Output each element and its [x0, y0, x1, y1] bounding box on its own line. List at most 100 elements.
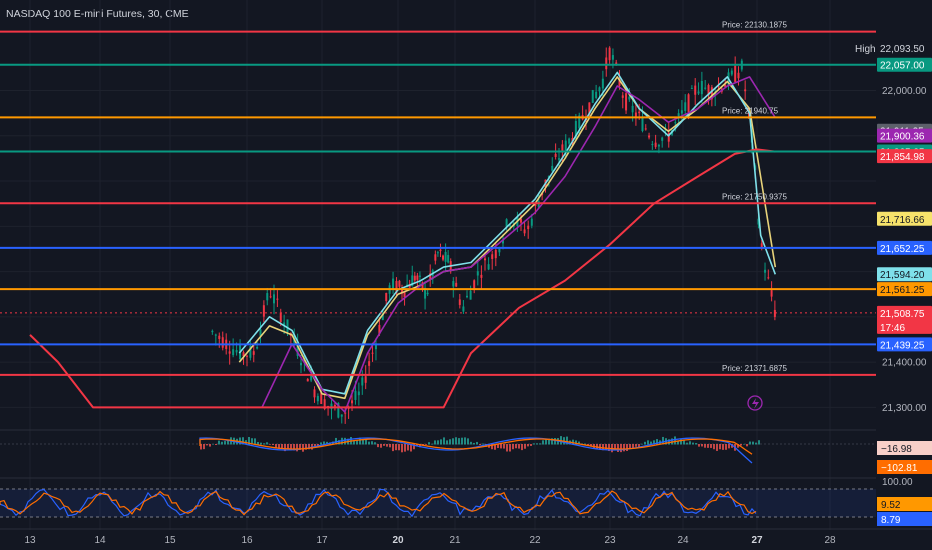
price-axis-badge [877, 57, 932, 72]
macd-histogram-bar [200, 444, 202, 450]
macd-histogram-bar [509, 444, 511, 452]
macd-histogram-bar [290, 444, 292, 451]
candle-body [466, 295, 468, 298]
stoch-d-badge [877, 512, 932, 526]
macd-histogram-bar [371, 441, 373, 445]
candle-body [491, 254, 494, 259]
candle-body [773, 309, 776, 317]
candle-body [680, 110, 683, 114]
candle-body [578, 115, 581, 129]
macd-histogram-bar [476, 441, 478, 445]
price-axis-badge-text: 22,093.50 [880, 44, 925, 55]
candle-body [279, 312, 282, 323]
macd-histogram-bar [539, 443, 541, 445]
price-axis-badge [877, 267, 932, 282]
candle-body [252, 351, 255, 355]
macd-histogram-bar [215, 444, 217, 446]
macd-histogram-bar [632, 444, 634, 449]
candle-body [447, 255, 450, 263]
candle-body [408, 284, 411, 288]
candle-body [618, 79, 621, 86]
candle-body [760, 243, 763, 249]
macd-histogram-bar [722, 444, 724, 450]
candle-body [246, 355, 248, 357]
macd-histogram-bar [479, 444, 481, 445]
macd-histogram-bar [389, 444, 391, 448]
candle-body [439, 249, 442, 252]
macd-histogram-bar [695, 443, 697, 445]
macd-histogram-bar [344, 437, 346, 445]
candle-body [657, 144, 660, 147]
candle-body [283, 322, 286, 326]
candle-body [316, 395, 319, 402]
candle-body [395, 280, 398, 293]
price-axis-badge-text: 22,057.00 [880, 61, 925, 72]
macd-histogram-bar [686, 442, 688, 445]
lightning-icon-bolt [752, 398, 759, 409]
candle-body [473, 280, 476, 290]
time-tick-label: 17 [316, 535, 328, 546]
candle-body [661, 137, 664, 141]
price-axis-badge-text: 21,594.20 [880, 270, 925, 281]
candle-body [276, 298, 279, 300]
candle-body [403, 291, 406, 298]
level-price-label: Price: 21371.6875 [722, 364, 787, 373]
macd-histogram-bar [533, 443, 535, 445]
price-tick-label: 21,300.00 [882, 403, 927, 414]
price-tick-label: 21,400.00 [882, 358, 927, 369]
macd-histogram-bar [467, 438, 469, 445]
macd-histogram-bar [419, 444, 421, 448]
stoch-k-text: 9.52 [881, 500, 901, 511]
candle-body [266, 293, 269, 301]
moving-average-line [261, 76, 776, 413]
chart-title: NASDAQ 100 E-mini Futures, 30, CME [6, 8, 189, 20]
candle-body [534, 204, 537, 206]
macd-histogram-bar [410, 444, 412, 452]
macd-histogram-bar [263, 443, 265, 445]
candle-body [455, 282, 458, 287]
macd-histogram-bar [353, 440, 355, 445]
price-axis-badge [877, 211, 932, 226]
macd-histogram-bar [218, 440, 220, 445]
macd-histogram-bar [527, 444, 529, 447]
candle-body [368, 361, 371, 366]
macd-histogram-bar [746, 444, 748, 447]
macd-histogram-bar [584, 443, 586, 445]
candle-body [286, 319, 289, 332]
macd-histogram-bar [248, 437, 250, 445]
candle-body [704, 87, 707, 89]
candle-body [568, 138, 571, 144]
macd-value-badge [877, 441, 932, 455]
macd-histogram-bar [725, 444, 727, 450]
macd-histogram-bar [257, 442, 259, 445]
time-tick-label: 20 [392, 535, 404, 546]
candle-body [767, 277, 770, 279]
macd-histogram-bar [530, 444, 532, 446]
candle-body [537, 201, 540, 208]
price-axis-badge [877, 149, 932, 164]
macd-histogram-bar [404, 444, 406, 452]
macd-histogram-bar [305, 444, 307, 450]
candle-body [416, 275, 419, 280]
candle-body [628, 96, 631, 100]
macd-histogram-bar [587, 444, 589, 446]
candle-body [361, 377, 364, 386]
candle-body [476, 271, 479, 276]
candle-body [462, 306, 465, 312]
candle-body [228, 351, 231, 354]
macd-histogram-bar [221, 441, 223, 445]
candle-body [505, 219, 508, 227]
macd-histogram-bar [482, 443, 484, 445]
macd-histogram-bar [605, 444, 607, 450]
high-label-prefix-box [852, 41, 876, 56]
candle-body [424, 287, 427, 299]
moving-average-line [238, 71, 777, 395]
candle-body [502, 239, 504, 244]
stoch-top-label: 100.00 [882, 477, 913, 488]
macd-histogram-bar [623, 444, 625, 452]
macd-histogram-bar [521, 444, 523, 451]
candle-body [371, 352, 374, 354]
macd-histogram-bar [494, 444, 496, 450]
candle-body [429, 273, 432, 279]
